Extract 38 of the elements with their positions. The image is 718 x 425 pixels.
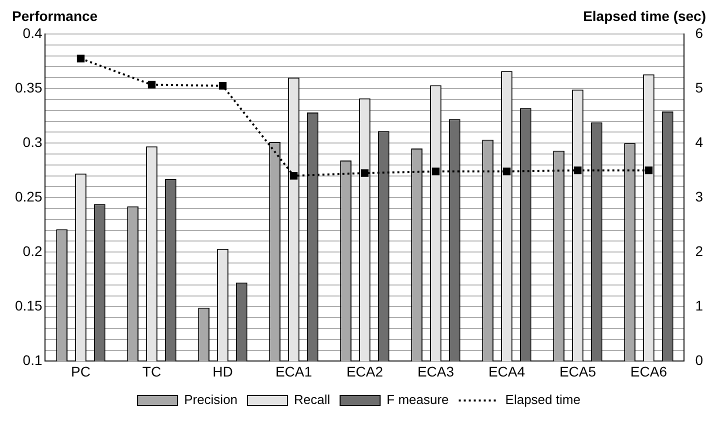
legend-label: Elapsed time	[505, 392, 580, 408]
x-tick-label: TC	[142, 363, 162, 380]
point	[574, 166, 582, 174]
point	[76, 54, 85, 62]
y-tick-label: 0.3	[22, 134, 42, 150]
y-tick-label: 0.2	[22, 242, 42, 259]
y-tick-label: 0.25	[15, 188, 42, 204]
legend-label: Precision	[184, 392, 238, 408]
x-tick-label: PC	[71, 363, 90, 380]
point	[502, 168, 511, 176]
y-tick-label: 0.1	[22, 352, 42, 368]
x-tick-label: ECA3	[417, 363, 454, 380]
point	[360, 169, 369, 177]
y-tick-label: 0.4	[22, 24, 42, 41]
y2-tick-label: 5	[695, 79, 704, 96]
point	[148, 80, 156, 89]
y2-axis-title: Elapsed time (sec)	[583, 8, 706, 24]
point	[644, 166, 653, 174]
x-tick-label: ECA1	[275, 363, 312, 380]
point	[218, 82, 227, 90]
x-tick-label: ECA2	[346, 363, 384, 380]
x-tick-label: ECA4	[488, 363, 526, 380]
x-tick-label: HD	[212, 363, 233, 380]
point	[290, 172, 298, 180]
x-tick-label: ECA5	[559, 363, 596, 380]
x-tick-label: ECA6	[630, 363, 668, 380]
legend-label: F measure	[386, 392, 449, 408]
y2-tick-label: 4	[695, 134, 704, 150]
y2-tick-label: 6	[695, 24, 704, 41]
y-axis-title: Performance	[12, 8, 98, 24]
y2-tick-label: 0	[695, 352, 704, 368]
y2-tick-label: 2	[695, 242, 704, 259]
y2-tick-label: 3	[695, 188, 704, 204]
legend-label: Recall	[294, 392, 330, 408]
y-tick-label: 0.15	[15, 298, 42, 314]
point	[432, 168, 440, 176]
y-tick-label: 0.35	[15, 79, 42, 96]
y2-tick-label: 1	[695, 298, 704, 314]
